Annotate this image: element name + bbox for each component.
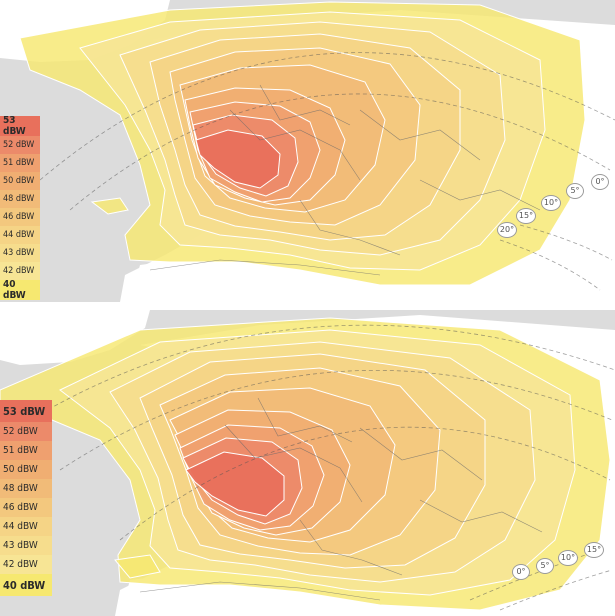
elevation-label: 5°	[536, 558, 554, 574]
legend-item: 46 dBW	[0, 208, 40, 226]
contour-extra-west	[90, 197, 129, 215]
elevation-label: 15°	[584, 542, 604, 558]
coverage-map-bottom	[0, 310, 615, 616]
legend-item: 42 dBW	[0, 262, 40, 280]
elevation-label: 20°	[497, 222, 517, 238]
legend-item: 44 dBW	[0, 226, 40, 244]
elevation-label: 5°	[566, 183, 584, 199]
legend-bottom: 53 dBW 52 dBW 51 dBW 50 dBW 48 dBW 46 dB…	[0, 400, 52, 596]
legend-item: 52 dBW	[0, 136, 40, 154]
coverage-contours-top	[19, 1, 586, 286]
legend-item: 44 dBW	[0, 517, 52, 536]
legend-item: 52 dBW	[0, 422, 52, 441]
country-borders-bottom	[139, 397, 543, 601]
legend-item: 40 dBW	[0, 574, 52, 596]
legend-item: 48 dBW	[0, 479, 52, 498]
legend-item: 46 dBW	[0, 498, 52, 517]
elevation-label: 0°	[591, 174, 609, 190]
country-borders-top	[149, 84, 541, 276]
legend-item: 51 dBW	[0, 154, 40, 172]
land-greenland	[0, 310, 150, 365]
elevation-label: 15°	[516, 208, 536, 224]
legend-item: 42 dBW	[0, 555, 52, 574]
coverage-map-top	[0, 0, 615, 302]
coverage-map-panel-top: 53 dBW 52 dBW 51 dBW 50 dBW 48 dBW 46 dB…	[0, 0, 615, 302]
legend-item: 48 dBW	[0, 190, 40, 208]
legend-item: 43 dBW	[0, 244, 40, 262]
contour-53	[185, 451, 285, 517]
contour-extra-west	[114, 554, 161, 579]
elevation-label: 0°	[512, 564, 530, 580]
legend-item: 43 dBW	[0, 536, 52, 555]
legend-item: 53 dBW	[0, 400, 52, 422]
elevation-label: 10°	[541, 195, 561, 211]
contour-53	[195, 129, 281, 189]
elevation-arcs-top	[39, 52, 615, 291]
legend-item: 53 dBW	[0, 115, 40, 137]
legend-top: 53 dBW 52 dBW 51 dBW 50 dBW 48 dBW 46 dB…	[0, 115, 40, 301]
coverage-contours-bottom	[0, 317, 611, 611]
legend-item: 51 dBW	[0, 441, 52, 460]
legend-item: 40 dBW	[0, 279, 40, 301]
land-africa	[130, 250, 470, 302]
panel-divider	[0, 302, 615, 310]
legend-item: 50 dBW	[0, 460, 52, 479]
elevation-label: 10°	[558, 550, 578, 566]
coverage-map-panel-bottom: 53 dBW 52 dBW 51 dBW 50 dBW 48 dBW 46 dB…	[0, 310, 615, 616]
legend-item: 50 dBW	[0, 172, 40, 190]
